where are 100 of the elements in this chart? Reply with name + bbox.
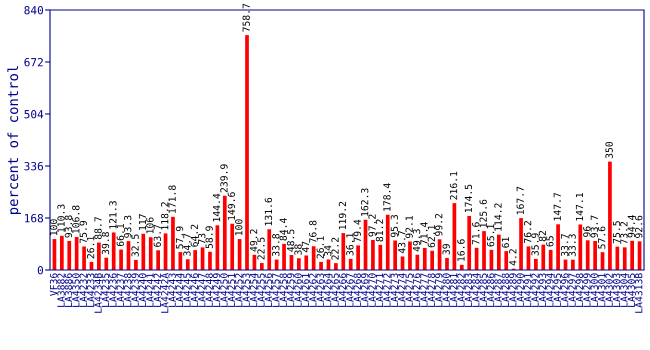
data-label: 73.2 [620, 222, 628, 244]
x-tick-label: LA3886 [64, 273, 72, 307]
data-label: 58.9 [205, 226, 213, 248]
x-tick-label: LA4233 [86, 274, 94, 307]
y-tick-label: 672 [24, 58, 43, 66]
x-tick-label: LA4258 [280, 273, 287, 307]
bar [600, 252, 604, 270]
data-label: 64.2 [190, 224, 198, 247]
bar [341, 233, 346, 270]
data-label: 114.2 [494, 203, 502, 231]
x-tick-label: LA4286 [486, 273, 494, 307]
bar [586, 240, 590, 270]
bar [578, 224, 582, 270]
data-label: 63.7 [154, 224, 161, 247]
bar [238, 239, 242, 270]
bar [364, 220, 368, 270]
data-label: 131.6 [264, 198, 272, 226]
data-label: 73 [198, 234, 206, 244]
x-tick-label: LA4241 [146, 273, 154, 307]
data-label: 61 [502, 237, 510, 248]
bar [252, 254, 256, 270]
x-tick-label: LA4247 [198, 274, 206, 307]
x-tick-label: LA4271 [376, 273, 384, 307]
y-tick-label: 504 [24, 110, 44, 118]
bar [208, 252, 212, 270]
bar [297, 258, 301, 270]
data-label: 110.3 [57, 204, 65, 232]
x-tick-label: LA4267 [346, 274, 354, 307]
bar [148, 237, 153, 270]
bar [134, 260, 138, 270]
x-tick-label: LA4246 [190, 273, 198, 307]
x-tick-label: LA4288 [502, 273, 510, 307]
data-label: 47 [302, 242, 309, 252]
data-label: 48.5 [286, 230, 294, 252]
bar [556, 224, 560, 270]
x-tick-label: LA4256 [264, 273, 272, 307]
x-tick-label: LA4313B [635, 273, 642, 313]
data-label: 49.3 [412, 229, 420, 252]
bar [386, 214, 390, 270]
data-label: 33.3 [568, 234, 576, 256]
x-tick-label: LA4242A [161, 272, 168, 313]
bar [119, 250, 123, 270]
x-tick-label: LA4239 [131, 273, 139, 307]
bar [548, 250, 553, 270]
data-label: 33.7 [560, 234, 568, 256]
data-label: 57.9 [176, 226, 184, 249]
bar [378, 244, 382, 270]
x-tick-label: LA3882 [57, 274, 65, 307]
x-tick-label: LA4287 [494, 274, 502, 307]
x-tick-label: LA4303 [612, 274, 620, 307]
bar [222, 196, 227, 270]
data-label: 22.5 [257, 238, 265, 260]
bar [526, 246, 530, 270]
bar [608, 162, 612, 270]
y-tick-label: 0 [38, 266, 44, 274]
x-tick-label: LA4245 [183, 274, 191, 307]
x-tick-label: LA4234B [94, 273, 102, 313]
x-tick-label: LA4242 [154, 274, 161, 307]
x-tick-label: LA4244 [176, 273, 184, 307]
bar [104, 258, 108, 270]
bar [282, 244, 286, 270]
x-tick-label: LA4300 [590, 273, 598, 307]
x-tick-label: LA4265 [331, 274, 339, 307]
data-label: 76.8 [309, 220, 317, 243]
data-label: 22.2 [331, 238, 339, 260]
data-label: 38 [294, 244, 302, 255]
data-label: 49.2 [250, 229, 258, 252]
x-tick-label: LA4252 [235, 274, 242, 307]
data-label: 76.2 [524, 221, 532, 243]
bar [371, 240, 375, 270]
bar [230, 224, 234, 270]
x-tick-label: LA4350 [72, 273, 80, 307]
bar [393, 240, 397, 270]
data-label: 100 [235, 219, 242, 236]
data-label: 94.4 [628, 215, 635, 238]
data-label: 93.3 [124, 216, 132, 238]
y-tick-label: 168 [25, 214, 44, 222]
bar [112, 232, 116, 270]
x-tick-label: LA4232 [80, 274, 87, 307]
bar [164, 233, 168, 270]
data-label: 93.7 [590, 216, 598, 238]
data-label: 118.2 [161, 202, 168, 230]
x-tick-label: LA4298 [576, 273, 584, 307]
bar [319, 262, 323, 270]
data-label: 93.8 [64, 215, 72, 238]
x-tick-label: LA4278 [428, 273, 436, 307]
bar [496, 234, 501, 270]
x-tick-label: LA4236 [109, 273, 117, 307]
data-label: 36.1 [346, 233, 354, 256]
data-label: 106.8 [72, 206, 80, 233]
x-tick-label: LA4282 [457, 274, 465, 307]
x-tick-label: LA4250 [220, 273, 228, 307]
bar [482, 231, 486, 270]
bar [200, 247, 204, 270]
bar [304, 255, 308, 270]
x-tick-label: LA4290 [516, 273, 524, 307]
data-label: 121.3 [109, 201, 117, 229]
x-tick-label: LA4301 [598, 273, 606, 307]
data-label: 171.8 [168, 185, 176, 213]
x-tick-label: LA4293 [538, 274, 546, 307]
